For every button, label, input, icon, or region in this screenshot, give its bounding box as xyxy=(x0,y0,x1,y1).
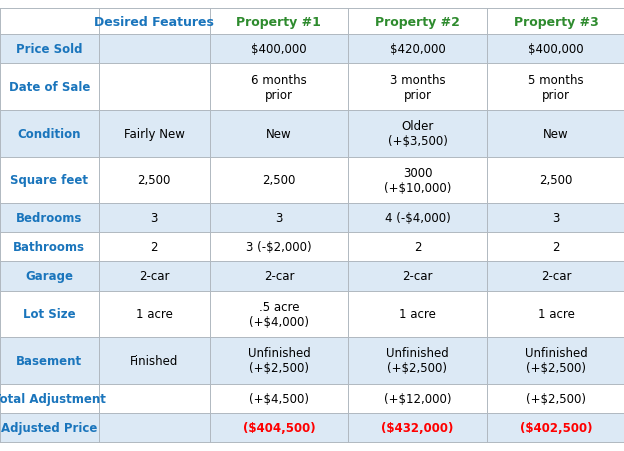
Text: ($402,500): ($402,500) xyxy=(520,421,592,434)
Text: Finished: Finished xyxy=(130,354,178,367)
Text: 5 months
prior: 5 months prior xyxy=(528,74,584,101)
Text: 2,500: 2,500 xyxy=(262,174,296,187)
Text: (+$2,500): (+$2,500) xyxy=(526,392,586,405)
Text: Basement: Basement xyxy=(16,354,82,367)
Text: Unfinished
(+$2,500): Unfinished (+$2,500) xyxy=(248,347,310,375)
Text: 3000
(+$10,000): 3000 (+$10,000) xyxy=(384,166,451,194)
Bar xyxy=(0,9,624,35)
Bar xyxy=(0,413,624,442)
Text: Older
(+$3,500): Older (+$3,500) xyxy=(388,120,447,148)
Text: Fairly New: Fairly New xyxy=(124,128,185,140)
Bar xyxy=(0,157,624,204)
Text: 2: 2 xyxy=(150,241,158,254)
Text: 2: 2 xyxy=(414,241,421,254)
Text: .5 acre
(+$4,000): .5 acre (+$4,000) xyxy=(249,300,309,328)
Text: ($432,000): ($432,000) xyxy=(381,421,454,434)
Text: Square feet: Square feet xyxy=(10,174,89,187)
Text: 3: 3 xyxy=(552,212,560,225)
Bar xyxy=(0,291,624,337)
Text: Condition: Condition xyxy=(17,128,81,140)
Text: 2-car: 2-car xyxy=(264,270,294,283)
Text: 2: 2 xyxy=(552,241,560,254)
Text: (+$12,000): (+$12,000) xyxy=(384,392,451,405)
Text: (+$4,500): (+$4,500) xyxy=(249,392,309,405)
Text: Total Adjustment: Total Adjustment xyxy=(0,392,105,405)
Text: $400,000: $400,000 xyxy=(251,43,307,56)
Text: 6 months
prior: 6 months prior xyxy=(251,74,307,101)
Text: 1 acre: 1 acre xyxy=(135,308,173,321)
Text: 2,500: 2,500 xyxy=(539,174,573,187)
Bar xyxy=(0,233,624,262)
Text: Desired Features: Desired Features xyxy=(94,16,214,28)
Text: Lot Size: Lot Size xyxy=(23,308,76,321)
Text: Bathrooms: Bathrooms xyxy=(13,241,85,254)
Text: 1 acre: 1 acre xyxy=(399,308,436,321)
Text: Property #2: Property #2 xyxy=(375,16,460,28)
Text: Garage: Garage xyxy=(26,270,73,283)
Bar xyxy=(0,35,624,64)
Text: Price Sold: Price Sold xyxy=(16,43,82,56)
Bar xyxy=(0,204,624,233)
Text: 2-car: 2-car xyxy=(402,270,432,283)
Text: Bedrooms: Bedrooms xyxy=(16,212,82,225)
Text: 4 (-$4,000): 4 (-$4,000) xyxy=(384,212,451,225)
Text: Property #3: Property #3 xyxy=(514,16,598,28)
Bar xyxy=(0,262,624,291)
Text: New: New xyxy=(543,128,569,140)
Bar xyxy=(0,384,624,413)
Text: 3 (-$2,000): 3 (-$2,000) xyxy=(246,241,312,254)
Text: 3: 3 xyxy=(150,212,158,225)
Text: Property #1: Property #1 xyxy=(236,16,321,28)
Text: 2,500: 2,500 xyxy=(137,174,171,187)
Text: 2-car: 2-car xyxy=(541,270,571,283)
Text: 1 acre: 1 acre xyxy=(537,308,575,321)
Text: New: New xyxy=(266,128,292,140)
Bar xyxy=(0,337,624,384)
Text: Adjusted Price: Adjusted Price xyxy=(1,421,97,434)
Text: $400,000: $400,000 xyxy=(528,43,584,56)
Text: Date of Sale: Date of Sale xyxy=(9,81,90,94)
Text: 2-car: 2-car xyxy=(139,270,169,283)
Text: ($404,500): ($404,500) xyxy=(243,421,315,434)
Text: Unfinished
(+$2,500): Unfinished (+$2,500) xyxy=(386,347,449,375)
Bar xyxy=(0,64,624,111)
Text: 3: 3 xyxy=(275,212,283,225)
Text: $420,000: $420,000 xyxy=(389,43,446,56)
Text: Unfinished
(+$2,500): Unfinished (+$2,500) xyxy=(525,347,587,375)
Text: 3 months
prior: 3 months prior xyxy=(389,74,446,101)
Bar xyxy=(0,111,624,157)
